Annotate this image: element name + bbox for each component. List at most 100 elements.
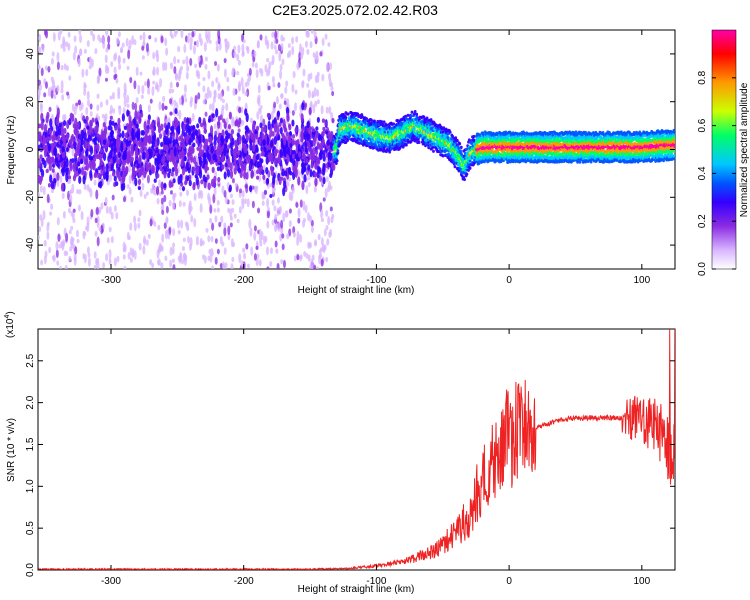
spectrogram-cell: [158, 101, 162, 111]
spectrogram-cell: [61, 94, 65, 101]
spectrogram-cell: [209, 204, 213, 214]
spectrogram-cell: [154, 37, 158, 43]
spectrogram-cell: [237, 44, 241, 54]
spectrogram-cell: [100, 224, 104, 235]
spectrogram-cell: [269, 261, 273, 267]
spectrogram-cell: [156, 197, 160, 205]
spectrogram-cell: [122, 142, 127, 151]
spectrogram-cell: [316, 99, 320, 105]
spectrogram-cell: [250, 246, 254, 256]
spectrogram-cell: [194, 161, 198, 168]
spectrogram-cell: [245, 112, 249, 123]
spectrogram-cell: [300, 113, 304, 122]
spectrogram-cell: [121, 130, 125, 139]
spectrogram-cell: [308, 242, 312, 249]
spectrogram-cell: [134, 102, 138, 112]
spectrogram-cell: [163, 135, 167, 142]
spectrogram-cell: [223, 68, 227, 78]
spectrogram-cell: [129, 222, 133, 231]
spectrogram-cell: [322, 166, 326, 176]
spectrogram-cell: [52, 32, 56, 42]
spectrogram-cell: [58, 125, 62, 131]
spectrogram-cell: [55, 117, 59, 126]
spectrogram-cell: [68, 117, 72, 126]
spectrogram-cell: [234, 139, 238, 147]
spectrogram-cell: [90, 209, 94, 218]
spectrogram-cell: [330, 216, 334, 224]
spectrogram-cell: [224, 38, 228, 43]
spectrogram-cell: [62, 120, 67, 127]
spectrogram-cell: [255, 258, 259, 266]
spectrogram-cell: [113, 205, 117, 213]
spectrogram-cell: [65, 133, 69, 141]
spectrogram-cell: [269, 247, 273, 255]
spectrogram-cell: [86, 125, 90, 130]
spectrogram-cell: [216, 63, 220, 72]
spectrogram-cell: [238, 253, 242, 264]
spectrogram-cell: [307, 73, 311, 82]
spectrogram-cell: [226, 85, 230, 92]
spectrogram-cell: [168, 168, 172, 174]
spectrogram-cell: [230, 193, 234, 199]
spectrogram-cell: [96, 236, 100, 247]
spectrogram-cell: [256, 39, 260, 49]
spectrogram-cell: [319, 51, 323, 57]
spectrogram-cell: [79, 145, 84, 153]
spectrogram-cell: [173, 146, 177, 157]
spectrogram-cell: [213, 144, 217, 150]
spectrogram-cell: [125, 37, 129, 47]
spectrogram-cell: [316, 89, 320, 97]
spectrogram-cell: [199, 203, 203, 213]
spectrogram-cell: [441, 154, 445, 158]
spectrogram-cell: [69, 245, 73, 252]
spectrogram-cell: [268, 61, 272, 69]
spectrogram-cell: [225, 133, 229, 143]
spectrogram-cell: [50, 203, 54, 211]
spectrogram-cell: [55, 249, 59, 258]
spectrogram-cell: [216, 121, 221, 126]
spectrogram-cell: [119, 170, 124, 178]
spectrogram-cell: [45, 30, 49, 39]
spectrogram-cell: [176, 59, 180, 64]
spectrogram-cell: [309, 169, 313, 178]
spectrogram-cell: [47, 65, 51, 73]
spectrogram-cell: [220, 135, 224, 142]
spectrogram-cell: [45, 137, 50, 143]
spectrogram-cell: [76, 238, 80, 244]
spectrogram-cell: [117, 151, 122, 159]
spectrogram-cell: [172, 138, 176, 148]
spectrogram-cell: [448, 130, 452, 134]
spectrogram-cell: [56, 217, 60, 226]
spectrogram-cell: [90, 30, 94, 36]
spectrogram-cell: [46, 111, 50, 119]
spectrogram-cell: [113, 66, 117, 74]
spectrogram-cell: [254, 130, 258, 135]
spectrogram-cell: [276, 110, 281, 118]
spectrogram-cell: [121, 160, 125, 165]
spectrogram-cell: [322, 197, 326, 202]
spectrogram-cell: [56, 84, 60, 92]
spectrogram-cell: [38, 92, 41, 102]
spectrogram-cell: [39, 83, 43, 91]
spectrogram-cell: [321, 132, 325, 137]
spectrogram-cell: [211, 113, 215, 119]
spectrogram-cell: [155, 185, 160, 196]
spectrogram-cell: [389, 126, 393, 130]
spectrogram-cell: [255, 68, 259, 79]
spectrogram-cell: [223, 222, 227, 229]
spectrogram-cell: [96, 75, 100, 83]
spectrogram-cell: [145, 150, 149, 160]
spectrogram-cell: [77, 99, 82, 106]
spectrogram-cell: [117, 130, 121, 135]
spectrogram-cell: [210, 250, 214, 256]
spectrogram-cell: [49, 211, 53, 216]
spectrogram-cell: [228, 184, 232, 192]
spectrogram-cell: [273, 101, 277, 109]
spectrogram-cell: [152, 80, 156, 85]
spectrogram-cell: [282, 212, 286, 223]
spectrogram-cell: [98, 227, 102, 232]
spectrogram-cell: [321, 37, 325, 46]
spectrogram-cell: [162, 95, 166, 102]
spectrogram-cell: [42, 185, 46, 196]
spectrogram-cell: [113, 53, 117, 62]
